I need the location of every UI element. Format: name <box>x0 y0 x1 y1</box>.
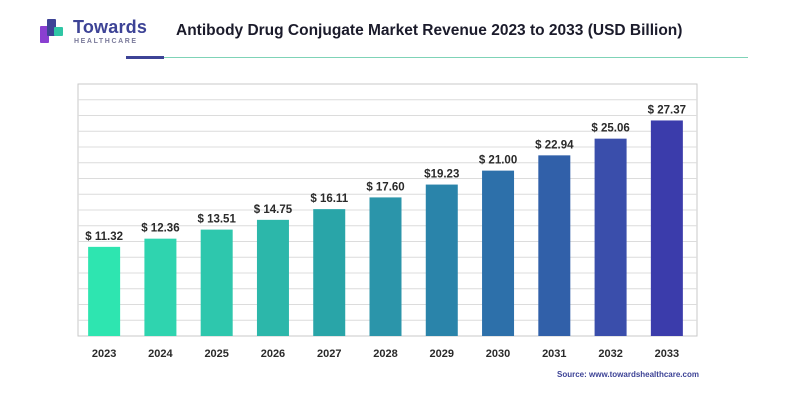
x-tick-label-2027: 2027 <box>317 348 341 360</box>
bar-2031 <box>538 155 571 336</box>
chart-bars <box>88 120 683 337</box>
x-tick-label-2026: 2026 <box>261 348 285 360</box>
value-label-2024: $ 12.36 <box>141 223 179 235</box>
x-tick-label-2023: 2023 <box>92 348 116 360</box>
x-tick-label-2025: 2025 <box>204 348 228 360</box>
value-label-2030: $ 21.00 <box>479 155 517 167</box>
x-tick-label-2024: 2024 <box>148 348 173 360</box>
x-tick-label-2030: 2030 <box>486 348 510 360</box>
x-tick-label-2029: 2029 <box>430 348 454 360</box>
chart-value-labels: $ 11.32 $ 12.36 $ 13.51 $ 14.75 $ 16.11 $ 17.… <box>85 104 686 242</box>
value-label-2031: $ 22.94 <box>535 139 574 151</box>
bar-2030 <box>482 170 515 336</box>
value-label-2028: $ 17.60 <box>366 181 404 193</box>
bar-2033 <box>650 120 683 337</box>
bar-2027 <box>313 209 346 336</box>
bar-2029 <box>425 184 458 336</box>
source-citation[interactable]: Source: www.towardshealthcare.com <box>557 370 699 379</box>
chart-title: Antibody Drug Conjugate Market Revenue 2… <box>176 22 683 39</box>
bar-2024 <box>144 238 177 336</box>
bar-2025 <box>200 229 233 336</box>
x-tick-label-2033: 2033 <box>655 348 679 360</box>
value-label-2027: $ 16.11 <box>310 193 348 205</box>
chart-x-tick-labels: 2023 2024 2025 2026 2027 2028 2029 2030 2031 2032… <box>92 348 679 360</box>
brand-tagline: HEALTHCARE <box>74 38 138 45</box>
bar-2026 <box>256 219 289 336</box>
value-label-2032: $ 25.06 <box>591 123 629 135</box>
brand-logo[interactable]: Towards HEALTHCARE <box>36 16 166 50</box>
value-label-2026: $ 14.75 <box>254 204 293 216</box>
x-tick-label-2028: 2028 <box>373 348 397 360</box>
bar-2028 <box>369 197 402 336</box>
x-tick-label-2032: 2032 <box>598 348 622 360</box>
bar-2032 <box>594 138 627 336</box>
bar-2023 <box>88 246 121 336</box>
towards-logo-icon <box>40 19 63 43</box>
value-label-2033: $ 27.37 <box>648 104 686 116</box>
header-divider <box>126 57 748 58</box>
brand-name: Towards <box>73 17 148 37</box>
header-divider-accent <box>126 56 164 59</box>
x-tick-label-2031: 2031 <box>542 348 566 360</box>
value-label-2029: $19.23 <box>424 169 459 181</box>
value-label-2025: $ 13.51 <box>197 214 236 226</box>
value-label-2023: $ 11.32 <box>85 231 123 243</box>
